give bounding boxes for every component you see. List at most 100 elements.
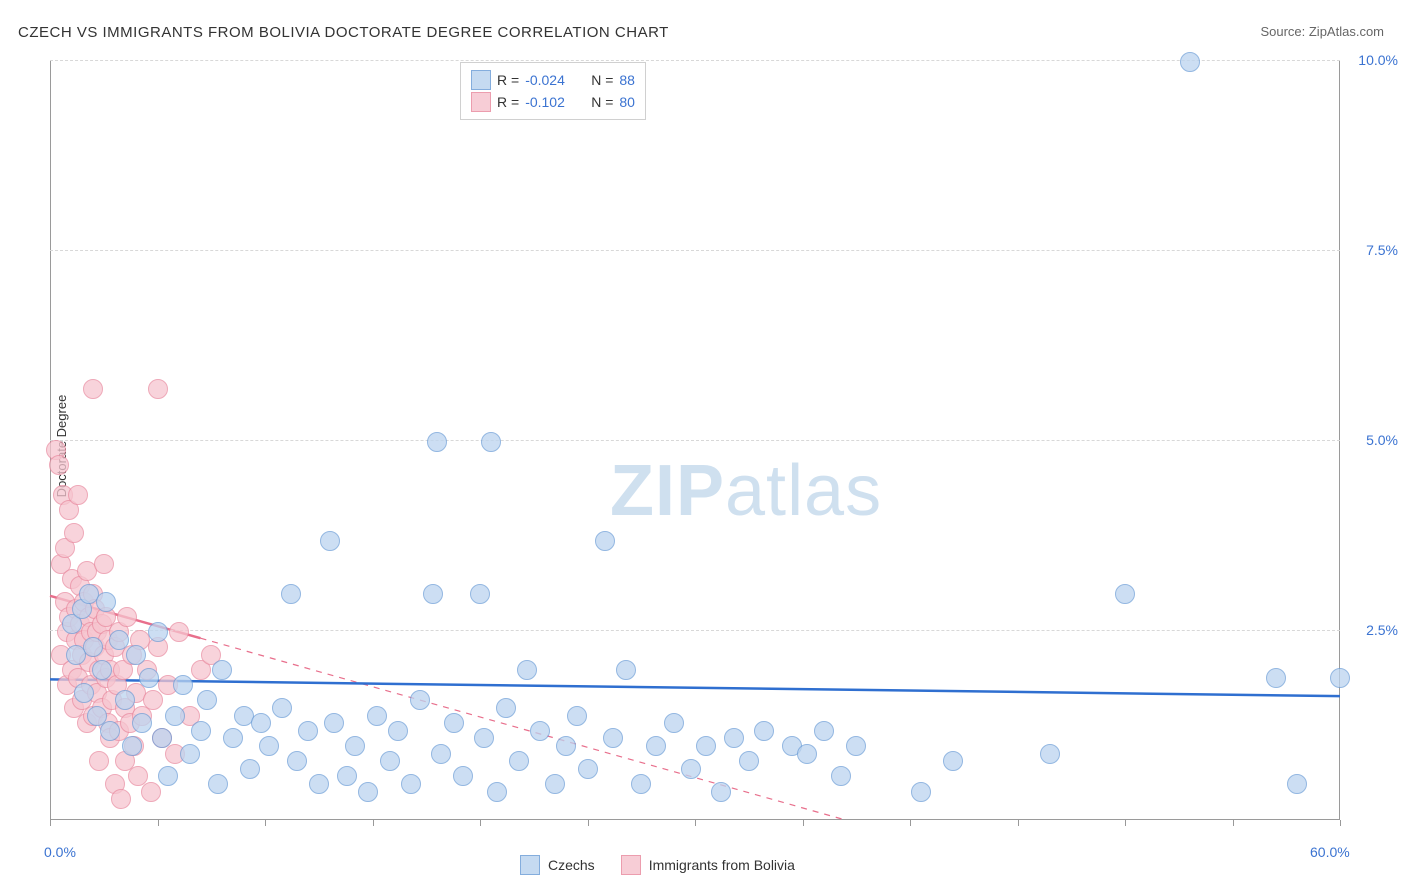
blue-point — [208, 774, 228, 794]
legend-row: R =-0.102N =80 — [471, 91, 635, 113]
blue-point — [943, 751, 963, 771]
blue-point — [696, 736, 716, 756]
gridline — [50, 250, 1340, 251]
y-tick-label: 2.5% — [1366, 622, 1398, 638]
blue-point — [911, 782, 931, 802]
x-tick-mark — [1125, 820, 1126, 826]
x-tick-mark — [1018, 820, 1019, 826]
blue-point — [83, 637, 103, 657]
blue-point — [556, 736, 576, 756]
blue-point — [401, 774, 421, 794]
chart-title: CZECH VS IMMIGRANTS FROM BOLIVIA DOCTORA… — [18, 24, 669, 41]
blue-point — [345, 736, 365, 756]
x-tick-mark — [910, 820, 911, 826]
legend-swatch — [471, 92, 491, 112]
blue-point — [831, 766, 851, 786]
blue-point — [567, 706, 587, 726]
blue-point — [530, 721, 550, 741]
pink-point — [89, 751, 109, 771]
y-tick-label: 5.0% — [1366, 432, 1398, 448]
pink-point — [68, 485, 88, 505]
n-label: N = — [591, 72, 613, 88]
blue-point — [797, 744, 817, 764]
pink-point — [94, 554, 114, 574]
blue-point — [1180, 52, 1200, 72]
y-tick-label: 7.5% — [1366, 242, 1398, 258]
legend-row: R =-0.024N =88 — [471, 69, 635, 91]
blue-point — [309, 774, 329, 794]
legend-label: Immigrants from Bolivia — [649, 857, 795, 873]
blue-point — [1115, 584, 1135, 604]
blue-point — [1040, 744, 1060, 764]
x-tick-mark — [1340, 820, 1341, 826]
gridline — [50, 60, 1340, 61]
x-tick-label: 60.0% — [1310, 844, 1350, 860]
gridline — [50, 630, 1340, 631]
blue-point — [100, 721, 120, 741]
blue-point — [739, 751, 759, 771]
blue-point — [711, 782, 731, 802]
correlation-legend: R =-0.024N =88R =-0.102N =80 — [460, 62, 646, 120]
legend-label: Czechs — [548, 857, 595, 873]
blue-point — [180, 744, 200, 764]
blue-point — [474, 728, 494, 748]
blue-point — [298, 721, 318, 741]
legend-swatch — [621, 855, 641, 875]
n-label: N = — [591, 94, 613, 110]
blue-point — [453, 766, 473, 786]
r-value: -0.024 — [525, 72, 585, 88]
blue-point — [197, 690, 217, 710]
watermark: ZIPatlas — [610, 450, 882, 532]
blue-point — [337, 766, 357, 786]
blue-point — [272, 698, 292, 718]
x-tick-mark — [480, 820, 481, 826]
blue-point — [74, 683, 94, 703]
blue-point — [481, 432, 501, 452]
x-tick-mark — [803, 820, 804, 826]
blue-point — [410, 690, 430, 710]
blue-point — [358, 782, 378, 802]
legend-swatch — [471, 70, 491, 90]
blue-point — [631, 774, 651, 794]
blue-point — [427, 432, 447, 452]
blue-point — [251, 713, 271, 733]
blue-point — [212, 660, 232, 680]
x-tick-mark — [588, 820, 589, 826]
blue-point — [165, 706, 185, 726]
gridline — [50, 440, 1340, 441]
pink-point — [148, 379, 168, 399]
x-tick-mark — [265, 820, 266, 826]
blue-point — [152, 728, 172, 748]
blue-point — [96, 592, 116, 612]
blue-point — [126, 645, 146, 665]
n-value: 80 — [619, 94, 635, 110]
x-tick-mark — [50, 820, 51, 826]
blue-point — [1287, 774, 1307, 794]
pink-point — [83, 379, 103, 399]
blue-point — [109, 630, 129, 650]
blue-point — [814, 721, 834, 741]
blue-point — [595, 531, 615, 551]
pink-point — [117, 607, 137, 627]
blue-point — [1266, 668, 1286, 688]
blue-point — [367, 706, 387, 726]
blue-point — [517, 660, 537, 680]
blue-point — [324, 713, 344, 733]
plot-area: ZIPatlas 2.5%5.0%7.5%10.0%0.0%60.0% — [50, 60, 1340, 820]
blue-point — [496, 698, 516, 718]
pink-point — [49, 455, 69, 475]
blue-point — [646, 736, 666, 756]
blue-point — [724, 728, 744, 748]
blue-point — [681, 759, 701, 779]
watermark-zip: ZIP — [610, 451, 725, 531]
legend-swatch — [520, 855, 540, 875]
x-tick-label: 0.0% — [44, 844, 76, 860]
blue-point — [846, 736, 866, 756]
blue-point — [545, 774, 565, 794]
blue-point — [92, 660, 112, 680]
blue-point — [1330, 668, 1350, 688]
blue-point — [380, 751, 400, 771]
blue-point — [470, 584, 490, 604]
pink-point — [64, 523, 84, 543]
blue-point — [578, 759, 598, 779]
